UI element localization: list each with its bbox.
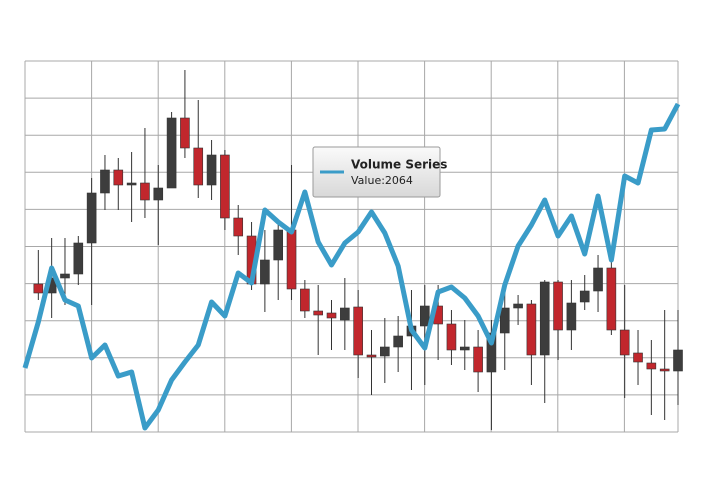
candle-body [366, 354, 377, 358]
candle-body [273, 229, 284, 261]
candle-body [579, 290, 590, 303]
candle-body [380, 346, 390, 357]
candle-body [553, 281, 563, 331]
candle-body [86, 192, 97, 244]
candle-body [73, 242, 84, 275]
tooltip-value: Value:2064 [351, 174, 413, 187]
candle-body [473, 346, 483, 373]
candle-body [566, 302, 577, 331]
candle-body [633, 352, 643, 363]
candle-body [206, 154, 217, 186]
candle-body [606, 267, 617, 331]
candle-body [646, 362, 657, 370]
candle-body [673, 349, 683, 372]
candle-body [300, 288, 310, 312]
candle-body [340, 307, 350, 321]
candle-body [166, 117, 177, 189]
candle-body [140, 182, 150, 201]
tooltip-box [312, 146, 441, 198]
candle-body [326, 312, 337, 319]
candle-body [539, 281, 550, 356]
candle-body [60, 273, 70, 279]
candle-body [100, 169, 110, 194]
candle-body [499, 307, 510, 334]
candle-body [659, 368, 670, 372]
candle-body [526, 303, 537, 356]
candle-body [393, 335, 403, 348]
candle-body [260, 259, 270, 285]
candle-body [593, 267, 603, 292]
candle-body [286, 229, 297, 290]
candle-body [33, 283, 44, 294]
candle-body [446, 323, 457, 351]
tooltip: Volume Series Value:2064 [312, 146, 447, 198]
candle-body [313, 310, 323, 316]
candle-body [126, 182, 137, 186]
candle-body [353, 306, 363, 356]
candle-body [459, 346, 470, 351]
plot-marks [22, 70, 683, 431]
candle-body [233, 217, 244, 237]
candle-body [180, 117, 190, 149]
line-series [22, 102, 681, 431]
candle-body [419, 305, 430, 327]
candle-body [113, 169, 124, 186]
candle-body [220, 154, 230, 219]
candle-body [619, 329, 630, 356]
candle-body [193, 147, 204, 186]
candle-body [513, 303, 523, 309]
candle-body [153, 187, 164, 201]
tooltip-title: Volume Series [351, 158, 447, 172]
